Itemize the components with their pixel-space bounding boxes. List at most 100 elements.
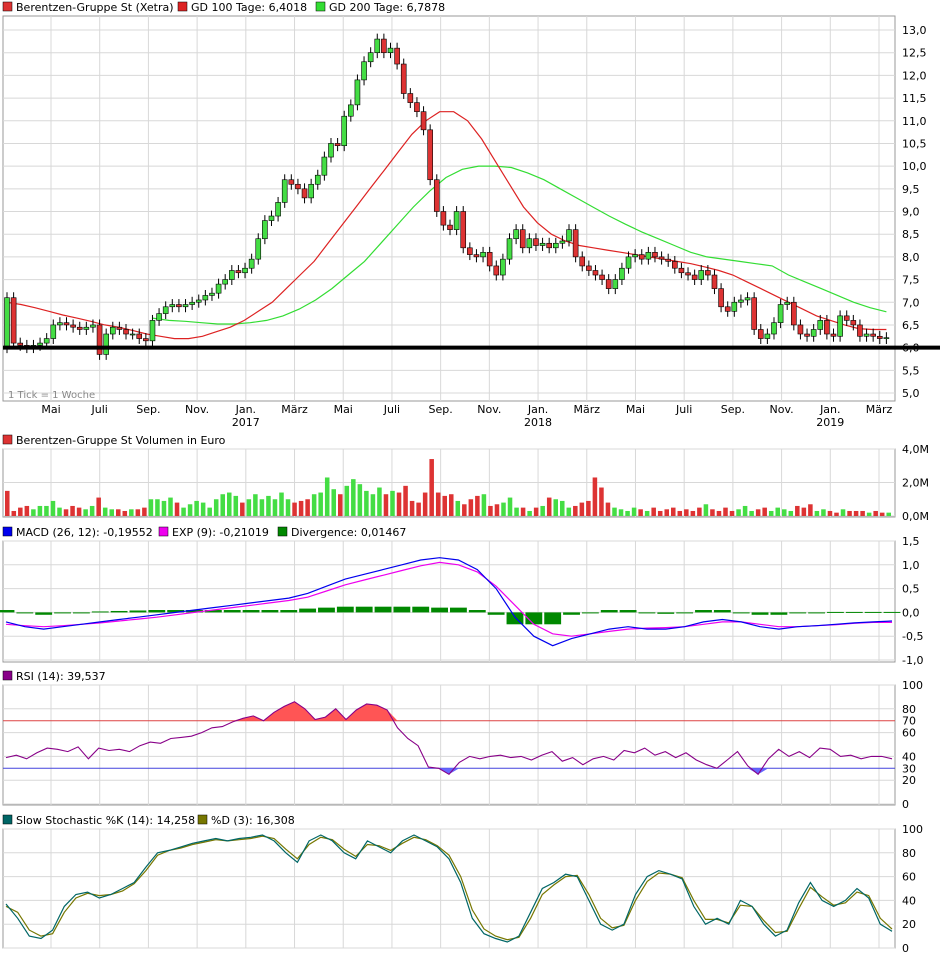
volume-bar xyxy=(213,499,219,516)
volume-bar xyxy=(801,507,807,516)
candle-body xyxy=(480,252,486,258)
price-panel: 1 Tick = 1 Woche xyxy=(3,33,940,401)
divergence-bar xyxy=(374,606,392,613)
divergence-legend-label: Divergence: 0,01467 xyxy=(291,526,406,539)
candle-body xyxy=(116,326,123,330)
candle-body xyxy=(394,47,400,65)
price-legend-label: Berentzen-Gruppe St (Xetra) xyxy=(16,1,174,14)
candle-body xyxy=(691,274,698,280)
volume-bar xyxy=(135,509,141,516)
volume-bar xyxy=(853,510,859,516)
candle-body xyxy=(738,299,744,303)
volume-bar xyxy=(148,499,154,516)
candle-body xyxy=(638,254,645,260)
gd200-path xyxy=(152,165,887,325)
divergence-bar xyxy=(506,612,524,625)
macd-divergence-bars xyxy=(0,606,901,625)
volume-bar xyxy=(827,510,833,516)
divergence-bar xyxy=(827,611,844,613)
volume-bar xyxy=(240,502,245,516)
volume-bar xyxy=(83,509,88,516)
candle-body xyxy=(414,102,420,112)
candle-body xyxy=(784,301,791,305)
divergence-bar xyxy=(242,610,260,613)
volume-bar xyxy=(44,505,49,516)
volume-bar xyxy=(886,512,891,516)
candle-body xyxy=(202,295,209,301)
candle-body xyxy=(341,115,348,147)
volume-bar xyxy=(690,510,696,516)
candle-body xyxy=(123,329,129,335)
volume-bar xyxy=(272,499,278,516)
volume-bar xyxy=(57,507,62,516)
month-label: Jan. xyxy=(235,403,256,416)
candle-body xyxy=(433,179,440,212)
candle-body xyxy=(162,306,169,314)
volume-bar xyxy=(684,509,689,516)
candle-body xyxy=(103,333,109,355)
volume-bar xyxy=(403,485,408,516)
rsi-panel-frame xyxy=(2,684,896,806)
volume-tick-label: 4,0M xyxy=(902,443,929,456)
stoch-k-legend-swatch xyxy=(2,814,13,825)
gd100-legend-swatch xyxy=(177,1,188,12)
candle-body xyxy=(506,238,513,260)
volume-bar xyxy=(227,492,232,516)
divergence-bar xyxy=(223,610,241,613)
volume-bar xyxy=(677,510,683,516)
volume-bar xyxy=(331,489,336,516)
divergence-bar xyxy=(789,612,807,614)
volume-bar xyxy=(834,512,839,516)
candle-body xyxy=(513,229,519,240)
candle-body xyxy=(665,258,671,262)
candle-body xyxy=(883,337,890,339)
month-label: Mai xyxy=(41,403,60,416)
candle-body xyxy=(698,270,705,280)
divergence-bar xyxy=(525,612,543,625)
stoch-legend: Slow Stochastic %K (14): 14,258 %D (3): … xyxy=(2,814,295,827)
volume-bar xyxy=(612,507,617,516)
candle-body xyxy=(757,329,764,339)
price-legend: Berentzen-Gruppe St (Xetra) GD 100 Tage:… xyxy=(2,1,445,14)
candle-body xyxy=(539,242,546,246)
candle-body xyxy=(182,304,189,308)
candle-body xyxy=(295,183,301,190)
price-tick-label: 6,5 xyxy=(902,319,920,332)
volume-bar xyxy=(860,510,865,516)
volume-bar xyxy=(96,497,101,516)
gd200-line xyxy=(152,165,887,325)
rsi-tick-label: 60 xyxy=(902,727,916,740)
volume-bar xyxy=(599,487,604,516)
candle-body xyxy=(731,301,738,312)
volume-bar xyxy=(155,499,160,516)
candle-body xyxy=(361,61,367,81)
candle-body xyxy=(652,252,658,258)
volume-bar xyxy=(168,497,173,516)
divergence-bar xyxy=(280,610,298,613)
rsi-tick-label: 20 xyxy=(902,774,916,787)
volume-bar xyxy=(377,487,382,516)
volume-bar xyxy=(618,509,624,516)
price-tick-label: 8,5 xyxy=(902,228,920,241)
volume-bar xyxy=(840,509,846,516)
volume-bar xyxy=(422,492,428,516)
volume-tick-label: 0,0M xyxy=(902,510,929,523)
divergence-bar xyxy=(695,610,712,613)
volume-axis-ticks: 4,0M 2,0M 0,0M xyxy=(902,443,929,523)
candle-body xyxy=(797,324,804,335)
divergence-bar xyxy=(845,611,863,613)
candle-body xyxy=(645,252,652,260)
volume-bar xyxy=(116,509,121,516)
divergence-bar xyxy=(35,612,53,615)
candle-body xyxy=(843,315,850,321)
candle-body xyxy=(619,267,625,280)
candle-body xyxy=(248,258,255,269)
volume-bar xyxy=(520,507,526,516)
volume-bar xyxy=(553,499,558,516)
candle-body xyxy=(328,143,334,158)
price-tick-label: 11,5 xyxy=(902,92,927,105)
divergence-bar xyxy=(110,610,128,613)
divergence-bar xyxy=(261,610,279,613)
price-tick-label: 12,0 xyxy=(902,69,927,82)
candle-body xyxy=(229,270,235,280)
